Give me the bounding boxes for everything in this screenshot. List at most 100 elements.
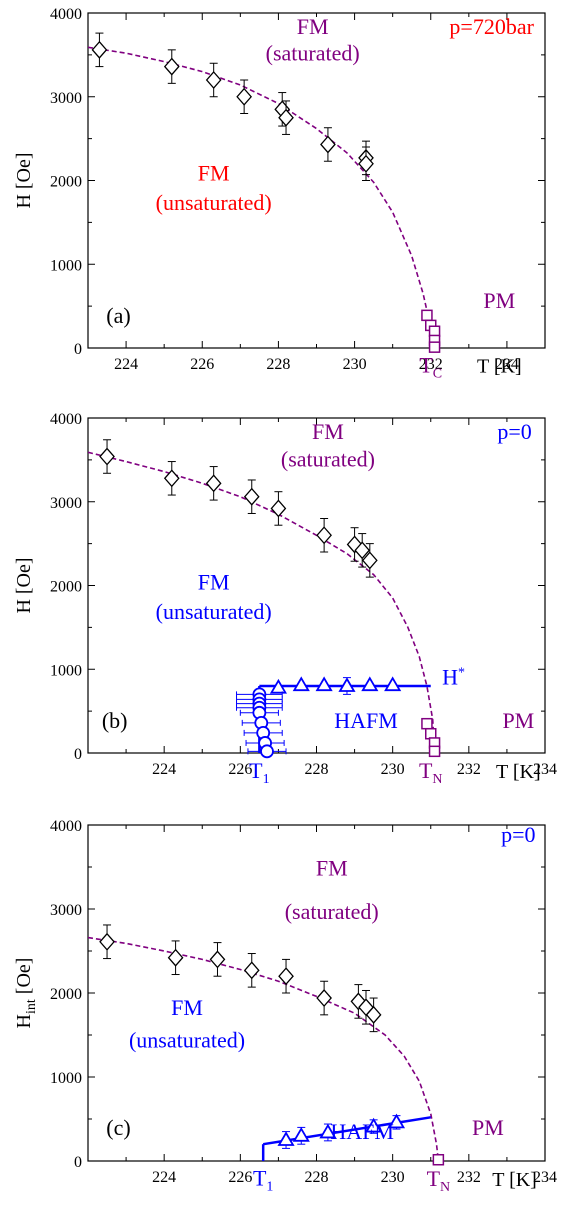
x-tick-label: 232 — [457, 761, 481, 778]
diamond-marker — [91, 40, 108, 59]
y-axis-label: Hint [Oe] — [13, 958, 39, 1029]
diamond-marker — [163, 57, 180, 76]
y-tick-label: 2000 — [50, 986, 82, 1003]
fm-saturated-sublabel: (saturated) — [281, 447, 375, 472]
y-tick-label: 4000 — [50, 6, 82, 23]
pm-label: PM — [502, 708, 534, 733]
fm-saturated-label: FM — [297, 14, 329, 39]
y-tick-label: 3000 — [50, 90, 82, 107]
diamond-marker — [236, 87, 253, 106]
panel-label: (b) — [102, 708, 128, 733]
y-tick-label: 4000 — [50, 818, 82, 835]
panel-label: (c) — [106, 1115, 130, 1140]
y-tick-label: 2000 — [50, 174, 82, 191]
x-tick-label: 226 — [228, 1169, 252, 1186]
x-tick-label: 224 — [152, 761, 176, 778]
diamond-marker — [278, 108, 294, 127]
t1-label: T1 — [249, 758, 269, 787]
y-tick-label: 0 — [74, 746, 82, 763]
y-tick-label: 3000 — [50, 902, 82, 919]
triangle-marker — [319, 1123, 337, 1139]
fm-unsaturated-label: FM — [198, 161, 230, 186]
tc-label: TC — [419, 352, 442, 381]
t1-label: T1 — [253, 1165, 273, 1194]
x-axis-label: T [K] — [477, 355, 522, 377]
triangle-marker — [277, 1131, 295, 1146]
diamond-marker — [163, 469, 180, 488]
triangle-marker — [387, 1113, 406, 1129]
pressure-label: p=0 — [501, 822, 535, 847]
x-tick-label: 234 — [533, 1169, 557, 1186]
diamond-marker — [270, 499, 287, 518]
x-tick-label: 224 — [152, 1169, 176, 1186]
panel-b: 224 226 228 230 232 234 0 1000 2000 3000 4000 H [Oe… — [13, 411, 557, 787]
hafm-boundary-line — [262, 1116, 431, 1146]
x-tick-label: 230 — [343, 356, 367, 373]
diamond-marker — [205, 71, 222, 89]
diamond-marker — [320, 135, 336, 154]
fm-saturated-label: FM — [316, 855, 348, 880]
triangle-marker — [292, 676, 310, 692]
pm-label: PM — [483, 288, 515, 313]
pressure-label: p=720bar — [449, 14, 534, 39]
diamond-marker — [243, 961, 260, 980]
x-tick-label: 228 — [305, 761, 329, 778]
y-axis-label: H [Oe] — [13, 557, 35, 613]
panel-c: 224 226 228 230 232 234 0 1000 2000 3000 4000 Hint … — [13, 818, 557, 1195]
diamond-marker — [365, 1005, 382, 1024]
diamond-marker — [205, 474, 222, 493]
diamond-marker — [99, 447, 115, 466]
tn-label: TN — [419, 758, 443, 787]
x-tick-label: 232 — [457, 1169, 481, 1186]
x-tick-label: 226 — [228, 761, 252, 778]
x-tick-label: 230 — [381, 1169, 405, 1186]
fm-unsaturated-sublabel: (unsaturated) — [156, 599, 272, 624]
y-tick-label: 0 — [74, 341, 82, 358]
fm-saturated-sublabel: (saturated) — [266, 41, 360, 66]
x-tick-label: 228 — [266, 356, 290, 373]
pm-label: PM — [472, 1115, 504, 1140]
x-tick-label: 232 — [419, 356, 443, 373]
square-marker — [432, 1153, 445, 1166]
triangle-marker — [361, 676, 379, 692]
triangle-marker — [269, 678, 287, 694]
y-tick-label: 1000 — [50, 257, 82, 274]
diamond-marker — [209, 950, 226, 969]
fm-saturated-label: FM — [312, 419, 344, 444]
diamond-marker — [316, 526, 332, 545]
triangle-marker — [292, 1127, 310, 1142]
y-tick-label: 1000 — [50, 662, 82, 679]
x-tick-label: 226 — [190, 356, 214, 373]
triangle-marker — [315, 676, 333, 692]
fm-unsaturated-label: FM — [198, 570, 230, 595]
y-tick-label: 3000 — [50, 495, 82, 512]
diamond-marker — [316, 989, 332, 1008]
diamond-marker — [99, 932, 115, 951]
x-tick-label: 224 — [114, 356, 138, 373]
triangle-marker — [365, 1117, 383, 1133]
h-star-label: H* — [442, 664, 465, 689]
pressure-label: p=0 — [497, 419, 531, 444]
diamond-marker — [167, 948, 184, 967]
square-marker — [421, 309, 433, 322]
diamond-marker — [278, 967, 294, 986]
diamond-marker — [358, 154, 374, 173]
tn-label: TN — [427, 1166, 451, 1195]
x-tick-label: 228 — [305, 1169, 329, 1186]
x-axis-label: T [K] — [492, 1169, 537, 1191]
y-tick-label: 4000 — [50, 411, 82, 428]
triangle-marker — [384, 676, 402, 692]
diamond-marker — [354, 541, 371, 560]
diamond-marker — [243, 487, 260, 506]
y-tick-label: 1000 — [50, 1070, 82, 1087]
square-marker — [428, 745, 441, 758]
y-tick-label: 0 — [74, 1154, 82, 1171]
x-tick-label: 230 — [381, 761, 405, 778]
fm-unsaturated-sublabel: (unsaturated) — [156, 190, 272, 215]
circle-marker — [260, 744, 274, 759]
diamond-marker — [361, 551, 378, 570]
x-tick-label: 234 — [495, 356, 519, 373]
y-axis-label: H [Oe] — [13, 152, 35, 208]
triangle-marker — [338, 677, 356, 692]
